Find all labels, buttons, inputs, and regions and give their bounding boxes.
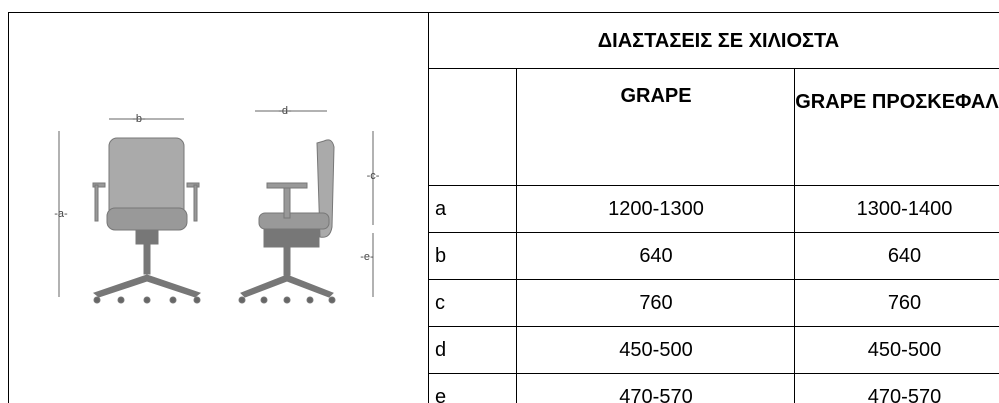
table-cell: 1300-1400 <box>794 185 999 233</box>
table-cell: 470-570 <box>794 373 999 403</box>
row-label: b <box>428 232 517 280</box>
row-label: a <box>428 185 517 233</box>
table-title: ΔΙΑΣΤΑΣΕΙΣ ΣΕ ΧΙΛΙΟΣΤΑ <box>428 12 999 69</box>
row-label: d <box>428 326 517 374</box>
diagram-label: -c- <box>367 170 380 182</box>
table-cell: 760 <box>516 279 795 327</box>
image-cell: -b- -d- -a- -c- -e- <box>8 12 429 403</box>
diagram-label: -d- <box>278 105 292 117</box>
table-cell: 1200-1300 <box>516 185 795 233</box>
empty-cell <box>428 68 517 186</box>
table-cell: 640 <box>794 232 999 280</box>
diagram-label: -e- <box>360 251 374 263</box>
table-cell: 470-570 <box>516 373 795 403</box>
table-cell: 450-500 <box>516 326 795 374</box>
diagram-label: -a- <box>54 208 68 220</box>
table-cell: 640 <box>516 232 795 280</box>
table-cell: 760 <box>794 279 999 327</box>
chair-diagram: -b- -d- -a- -c- -e- <box>54 105 380 304</box>
diagram-label: -b- <box>132 113 146 125</box>
row-label: c <box>428 279 517 327</box>
column-header: GRAPE <box>516 68 795 186</box>
row-label: e <box>428 373 517 403</box>
column-header: GRAPE ΠΡΟΣΚΕΦΑΛΟ <box>794 68 999 186</box>
table-cell: 450-500 <box>794 326 999 374</box>
